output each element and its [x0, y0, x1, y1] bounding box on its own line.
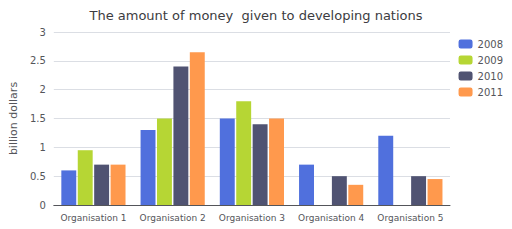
svg-text:2008: 2008: [478, 39, 503, 50]
svg-text:2.5: 2.5: [30, 55, 46, 66]
svg-text:The amount of money given to: The amount of money given to developing …: [88, 8, 422, 23]
svg-text:2010: 2010: [478, 71, 503, 82]
svg-text:2: 2: [39, 84, 45, 95]
svg-text:Organisation 1: Organisation 1: [60, 213, 126, 223]
svg-text:1.5: 1.5: [30, 113, 46, 124]
svg-text:0.5: 0.5: [30, 171, 46, 182]
svg-text:0: 0: [39, 200, 45, 211]
svg-text:billion dollars: billion dollars: [7, 82, 20, 155]
svg-text:Organisation 5: Organisation 5: [377, 213, 443, 223]
svg-text:Organisation 3: Organisation 3: [219, 213, 285, 223]
svg-text:2011: 2011: [478, 87, 503, 98]
svg-text:2009: 2009: [478, 55, 503, 66]
svg-text:Organisation 2: Organisation 2: [140, 213, 206, 223]
svg-text:3: 3: [39, 27, 45, 38]
svg-text:Organisation 4: Organisation 4: [298, 213, 364, 223]
svg-text:1: 1: [39, 142, 45, 153]
